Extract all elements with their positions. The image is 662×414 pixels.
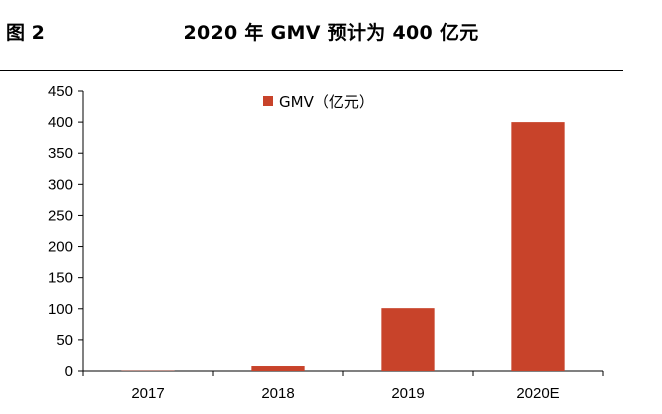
title-divider (0, 70, 623, 71)
bar-series (121, 122, 565, 371)
y-tick-label: 150 (48, 270, 73, 287)
bar-2018 (251, 366, 305, 371)
x-tick-label: 2019 (391, 385, 424, 402)
y-tick-label: 350 (48, 145, 73, 162)
y-tick-label: 50 (56, 332, 73, 349)
y-axis: 0 50 100 150 200 250 300 350 400 450 (48, 83, 84, 380)
x-tick-label: 2017 (131, 385, 164, 402)
x-tick-label: 2018 (261, 385, 294, 402)
y-tick-label: 100 (48, 301, 73, 318)
y-tick-label: 300 (48, 176, 73, 193)
y-tick-label: 0 (65, 363, 73, 380)
bar-2019 (381, 308, 435, 371)
y-tick-label: 200 (48, 239, 73, 256)
figure-label: 图 2 (6, 22, 45, 44)
y-tick-label: 400 (48, 114, 73, 131)
legend-swatch (263, 96, 273, 106)
bar-2020E (511, 122, 565, 371)
chart-title: 2020 年 GMV 预计为 400 亿元 (183, 22, 479, 44)
legend: GMV（亿元） (263, 93, 374, 111)
y-tick-label: 250 (48, 207, 73, 224)
x-tick-label: 2020E (516, 385, 559, 402)
legend-label: GMV（亿元） (279, 93, 374, 111)
y-tick-label: 450 (48, 83, 73, 100)
x-axis: 2017 2018 2019 2020E (82, 370, 604, 402)
